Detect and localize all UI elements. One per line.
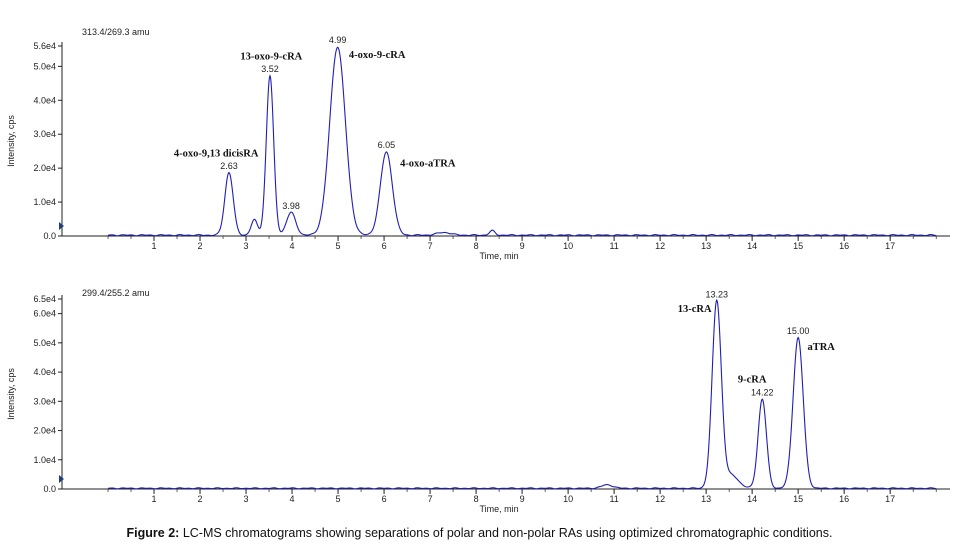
caption-label: Figure 2: [126,526,180,540]
x-tick-label: 17 [885,494,895,504]
y-tick-label: 4.0e4 [33,367,56,377]
x-tick-label: 8 [474,494,479,504]
figure-caption: Figure 2: LC-MS chromatograms showing se… [0,526,959,540]
peak-rt-label: 14.22 [751,388,774,398]
chromatogram-trace [107,46,937,237]
peak-compound-label: 13-oxo-9-cRA [240,52,302,63]
x-tick-label: 15 [793,494,803,504]
y-axis-label: Intensity, cps [6,115,16,167]
x-tick-label: 10 [563,241,573,251]
x-tick-label: 7 [428,241,433,251]
caption-text: LC-MS chromatograms showing separations … [179,526,833,540]
peak-rt-label: 2.63 [220,161,238,171]
y-tick-label: 6.5e4 [33,294,56,304]
peak-rt-label: 6.05 [378,140,396,150]
x-tick-label: 5 [336,494,341,504]
x-tick-label: 17 [885,241,895,251]
y-tick-label: 3.0e4 [33,129,56,139]
x-tick-label: 2 [198,494,203,504]
peak-compound-label: 4-oxo-9,13 dicisRA [174,148,259,159]
x-tick-label: 9 [520,241,525,251]
x-tick-label: 3 [244,241,249,251]
peak-compound-label: 9-cRA [738,374,767,385]
peak-rt-label: 3.98 [282,201,300,211]
x-tick-label: 1 [152,241,157,251]
y-tick-label: 0.0 [43,484,56,494]
x-tick-label: 6 [382,494,387,504]
x-axis-label: Time, min [480,504,519,514]
x-tick-label: 9 [520,494,525,504]
y-tick-label: 3.0e4 [33,396,56,406]
y-tick-label: 2.0e4 [33,163,56,173]
y-tick-label: 4.0e4 [33,95,56,105]
y-tick-label: 1.0e4 [33,197,56,207]
x-tick-label: 14 [747,494,757,504]
x-tick-label: 4 [290,241,295,251]
x-tick-label: 11 [609,241,618,251]
x-tick-label: 12 [655,241,665,251]
x-tick-label: 11 [609,494,618,504]
y-tick-label: 6.0e4 [33,309,56,319]
peak-compound-label: 4-oxo-aTRA [400,158,456,169]
x-tick-label: 13 [701,494,711,504]
peak-compound-label: aTRA [807,342,835,353]
chromatogram-figure: 313.4/269.3 amu 0.0 1.0e4 2.0e4 3.0e4 4.0e4 5.… [6,27,950,514]
y-tick-label: 0.0 [43,231,56,241]
peak-rt-label: 3.52 [261,64,279,74]
peak-rt-label: 13.23 [705,290,728,300]
chromatogram-panel-nonpolar: 299.4/255.2 amu 0.0 1.0e4 2.0e4 3.0e4 4.0e4 5.… [6,288,950,514]
peak-rt-label: 15.00 [787,326,810,336]
x-tick-label: 14 [747,241,757,251]
x-tick-label: 6 [382,241,387,251]
peak-compound-label: 13-cRA [678,304,712,315]
peak-rt-label: 4.99 [329,35,347,45]
x-tick-label: 16 [839,494,849,504]
y-tick-label: 5.0e4 [33,338,56,348]
chromatogram-trace [107,298,937,490]
x-tick-label: 7 [428,494,433,504]
x-axis-label: Time, min [480,251,519,261]
x-tick-label: 16 [839,241,849,251]
x-tick-label: 10 [563,494,573,504]
x-tick-label: 4 [290,494,295,504]
y-axis-label: Intensity, cps [6,368,16,420]
x-tick-label: 13 [701,241,711,251]
y-tick-label: 5.6e4 [33,41,56,51]
mrm-transition-label: 313.4/269.3 amu [82,27,150,37]
x-tick-label: 8 [474,241,479,251]
axis-marker-icon [59,475,64,483]
peak-compound-label: 4-oxo-9-cRA [349,50,406,61]
axis-marker-icon [59,222,64,230]
y-tick-label: 2.0e4 [33,426,56,436]
x-tick-label: 3 [244,494,249,504]
y-tick-label: 5.0e4 [33,61,56,71]
x-tick-label: 15 [793,241,803,251]
x-tick-label: 5 [336,241,341,251]
x-tick-label: 1 [152,494,157,504]
x-tick-label: 12 [655,494,665,504]
mrm-transition-label: 299.4/255.2 amu [82,288,150,298]
y-tick-label: 1.0e4 [33,455,56,465]
chromatogram-panel-polar: 313.4/269.3 amu 0.0 1.0e4 2.0e4 3.0e4 4.0e4 5.… [6,27,950,261]
x-tick-label: 2 [198,241,203,251]
